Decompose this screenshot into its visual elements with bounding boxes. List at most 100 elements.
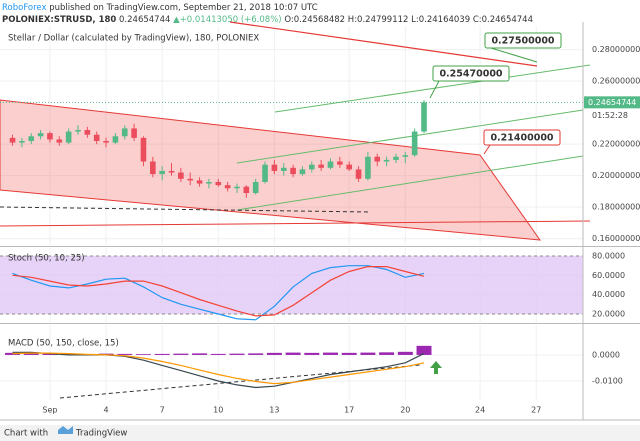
candle-body (393, 156, 399, 160)
y-tick-label: 0.22000000 (592, 140, 640, 149)
symbol: POLONIEX:STRUSD, 180 (2, 15, 116, 25)
candle-body (224, 185, 231, 189)
candle-body (243, 186, 250, 194)
series-line (12, 351, 425, 389)
change: +0.01413050 (+6.08%) (180, 15, 282, 25)
x-tick-label: 20 (400, 406, 410, 415)
y-tick-label: 60.0000 (592, 271, 625, 280)
last-price-box (584, 96, 640, 109)
candle-body (159, 170, 165, 175)
published: published on TradingView.com, September … (49, 3, 318, 13)
x-tick-label: 13 (269, 406, 279, 415)
candle-body (47, 133, 53, 140)
candle-body (318, 164, 324, 168)
candle-body (215, 181, 222, 186)
candle-body (271, 164, 278, 171)
candle-body (234, 186, 240, 189)
histogram-bar (229, 353, 245, 355)
footer-bar (0, 425, 640, 441)
candle-body (383, 159, 390, 162)
candle-body (28, 136, 35, 142)
trend-line (236, 109, 584, 164)
x-tick-label: 24 (475, 406, 485, 415)
publisher: RoboForex (2, 3, 47, 13)
series-line (12, 266, 425, 317)
candle-body (421, 102, 427, 132)
candle-body (37, 133, 44, 137)
candle-body (131, 128, 137, 138)
candle-body (346, 164, 353, 170)
candle-body (262, 164, 268, 182)
candle-body (19, 141, 25, 143)
histogram-bar (23, 353, 39, 355)
candle-body (121, 128, 128, 137)
histogram-bar (42, 353, 58, 355)
panel-title: Stoch (50, 10, 25) (8, 254, 85, 264)
y-tick-label: 0.28000000 (592, 45, 640, 54)
candle-body (365, 156, 371, 179)
histogram-bar (173, 353, 189, 355)
candle-body (168, 170, 175, 173)
y-tick-label: 40.0000 (592, 290, 625, 299)
annotation-leader (429, 80, 440, 99)
histogram-bar (117, 353, 133, 355)
candle-body (56, 139, 63, 143)
annotation: 0.21400000 (490, 133, 553, 144)
up-arrow (430, 361, 442, 374)
candle-body (9, 137, 16, 143)
annotation: 0.27500000 (491, 36, 554, 47)
annotation: 0.25470000 (439, 69, 502, 80)
histogram-bar (285, 352, 301, 355)
logo (58, 426, 73, 434)
candle-body (112, 136, 119, 143)
candle-body (355, 169, 362, 179)
histogram-bar (341, 352, 357, 355)
y-tick-label: 0.16000000 (592, 234, 640, 243)
trend-line (236, 155, 584, 211)
candle-body (93, 134, 100, 142)
candle-body (327, 161, 334, 168)
candle-body (75, 129, 81, 132)
candle-body (178, 172, 184, 179)
band (0, 256, 583, 314)
candle-body (337, 161, 343, 165)
series-line (12, 352, 425, 385)
y-tick-label: 20.0000 (592, 309, 625, 318)
footer-prefix: Chart with (4, 429, 48, 439)
histogram-bar (154, 353, 170, 355)
candle-body (84, 129, 91, 135)
x-tick-label: 17 (344, 406, 354, 415)
x-tick-label: Sep (42, 406, 57, 415)
histogram-bar (304, 352, 320, 355)
candle-body (252, 181, 259, 194)
candle-body (411, 131, 418, 156)
candle-body (290, 167, 296, 175)
histogram-bar (323, 352, 338, 355)
histogram-bar (98, 353, 114, 355)
histogram-bar (135, 354, 151, 355)
y-tick-label: 0.18000000 (592, 203, 640, 212)
footer-brand: TradingView (75, 429, 127, 439)
histogram-bar (360, 352, 376, 355)
x-tick-label: 10 (213, 406, 223, 415)
arrow: ▲ (173, 15, 180, 25)
trend-line (229, 21, 538, 67)
header-line: RoboForex published on TradingView.com, … (2, 3, 318, 13)
candle-body (206, 181, 212, 184)
histogram-bar (210, 353, 226, 355)
countdown: 01:52:28 (592, 111, 628, 120)
annotation-leader (483, 144, 491, 155)
candle-body (187, 178, 194, 181)
annotation-leader (490, 47, 538, 63)
symbol-line: POLONIEX:STRUSD, 180 0.24654744 ▲+0.0141… (2, 15, 533, 25)
histogram-bar (248, 353, 264, 355)
candle-body (65, 131, 72, 143)
histogram-bar (397, 351, 413, 355)
y-tick-label: -0.0100 (592, 376, 623, 385)
panel-title: Stellar / Dollar (calculated by TradingV… (8, 34, 259, 44)
candle-body (280, 167, 287, 171)
histogram-bar (266, 352, 282, 355)
x-tick-label: 4 (104, 406, 109, 415)
